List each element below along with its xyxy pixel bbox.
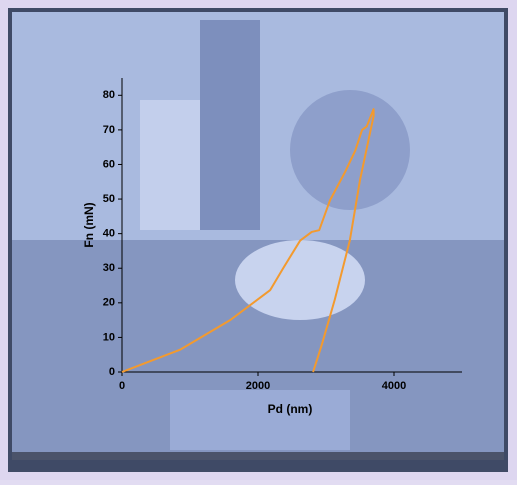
y-tick-label: 0 [109, 366, 115, 378]
x-tick-label: 4000 [382, 380, 406, 392]
y-tick-label: 10 [103, 331, 115, 343]
photo-column [200, 20, 260, 230]
chart: Pd (nm) Fn (mN) 0 10 20 30 40 50 60 70 80 0 2000 40… [0, 0, 517, 480]
y-tick-label: 20 [103, 297, 115, 309]
photo-turret [290, 90, 410, 210]
y-tick-label: 30 [103, 262, 115, 274]
y-tick-label: 40 [103, 228, 115, 240]
y-tick-label: 80 [103, 89, 115, 101]
x-tick-label: 2000 [246, 380, 270, 392]
photo-stage [170, 390, 350, 450]
x-axis-title: Pd (nm) [268, 402, 313, 416]
photo-sample [235, 240, 365, 320]
x-tick-label: 0 [119, 380, 125, 392]
photo-bottom [12, 452, 504, 460]
photo-cylinder [140, 100, 200, 230]
y-axis-title: Fn (mN) [82, 202, 96, 247]
y-tick-label: 60 [103, 158, 115, 170]
y-tick-label: 70 [103, 124, 115, 136]
y-tick-label: 50 [103, 193, 115, 205]
page: {"chart_data": {"type": "line", "x_label… [0, 0, 517, 480]
